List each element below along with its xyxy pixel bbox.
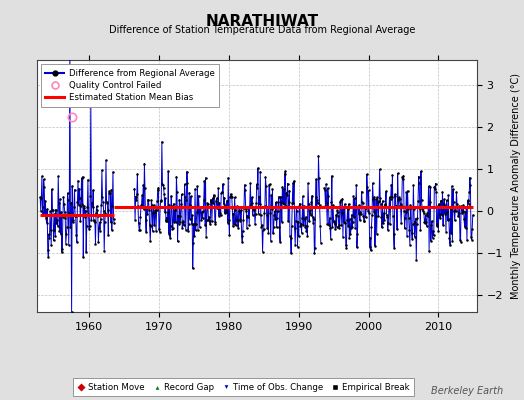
Text: NARATHIWAT: NARATHIWAT <box>205 14 319 29</box>
Text: Berkeley Earth: Berkeley Earth <box>431 386 503 396</box>
Text: Difference of Station Temperature Data from Regional Average: Difference of Station Temperature Data f… <box>109 25 415 35</box>
Y-axis label: Monthly Temperature Anomaly Difference (°C): Monthly Temperature Anomaly Difference (… <box>511 73 521 299</box>
Legend: Station Move, Record Gap, Time of Obs. Change, Empirical Break: Station Move, Record Gap, Time of Obs. C… <box>73 378 414 396</box>
